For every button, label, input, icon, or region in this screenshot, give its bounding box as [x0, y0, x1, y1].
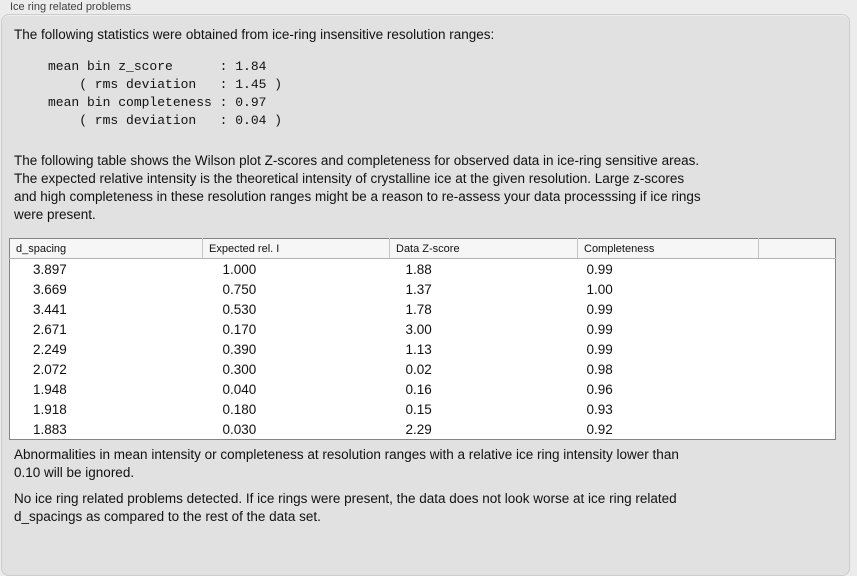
table-row[interactable]: 1.883 0.030 2.29 0.92	[10, 419, 836, 440]
table-cell	[759, 279, 836, 299]
table-cell: 3.00	[405, 321, 432, 337]
table-cell	[759, 399, 836, 419]
table-cell	[759, 339, 836, 359]
ice-ring-panel: The following statistics were obtained f…	[1, 14, 850, 576]
table-cell: 3.669	[33, 281, 67, 297]
table-cell: 1.918	[33, 401, 67, 417]
table-cell: 0.99	[586, 341, 613, 357]
table-cell	[759, 319, 836, 339]
table-row[interactable]: 2.249 0.390 1.13 0.99	[10, 339, 836, 359]
table-cell: 0.030	[222, 421, 257, 437]
table-cell: 1.13	[405, 341, 432, 357]
column-header[interactable]: Data Z-score	[389, 238, 578, 259]
column-header[interactable]: Completeness	[577, 238, 759, 259]
table-cell: 0.99	[586, 301, 613, 317]
table-cell: 0.180	[222, 401, 257, 417]
column-header[interactable]: d_spacing	[9, 238, 203, 259]
table-cell: 0.390	[222, 341, 257, 357]
column-header[interactable]	[758, 238, 836, 259]
table-row[interactable]: 3.669 0.750 1.37 1.00	[10, 279, 836, 299]
table-cell	[759, 259, 836, 280]
table-row[interactable]: 1.948 0.040 0.16 0.96	[10, 379, 836, 399]
table-cell: 0.96	[586, 381, 613, 397]
column-header[interactable]: Expected rel. I	[202, 238, 390, 259]
table-cell: 0.98	[586, 361, 613, 377]
panel-title: Ice ring related problems	[10, 1, 132, 13]
stats-block: mean bin z_score : 1.84 ( rms deviation …	[48, 59, 283, 128]
table-cell: 2.29	[405, 421, 432, 437]
table-cell: 1.37	[405, 281, 432, 297]
table-cell: 2.072	[33, 361, 67, 377]
table-cell: 0.93	[586, 401, 613, 417]
table-cell: 0.99	[586, 261, 613, 277]
table-cell	[759, 379, 836, 399]
table-row[interactable]: 2.072 0.300 0.02 0.98	[10, 359, 836, 379]
table-row[interactable]: 3.441 0.530 1.78 0.99	[10, 299, 836, 319]
table-cell: 0.170	[222, 321, 257, 337]
note-text: Abnormalities in mean intensity or compl…	[14, 447, 679, 480]
table-cell: 0.15	[405, 401, 432, 417]
table-cell: 0.92	[586, 421, 613, 437]
table-cell: 0.040	[222, 381, 257, 397]
table-row[interactable]: 1.918 0.180 0.15 0.93	[10, 399, 836, 419]
table-cell: 1.88	[405, 261, 432, 277]
table-cell: 0.750	[222, 281, 257, 297]
table-cell	[759, 359, 836, 379]
table-cell	[759, 299, 836, 319]
table-body: 3.897 1.000 1.88 0.99 3.669 0.750 1.37 1.00 3.44…	[10, 259, 836, 440]
table-row[interactable]: 3.897 1.000 1.88 0.99	[10, 259, 836, 280]
table-cell: 3.897	[33, 261, 67, 277]
table-cell	[759, 419, 836, 440]
table-cell: 1.000	[222, 261, 257, 277]
table-row[interactable]: 2.671 0.170 3.00 0.99	[10, 319, 836, 339]
table-cell: 1.78	[405, 301, 432, 317]
table-cell: 2.671	[33, 321, 67, 337]
table-cell: 0.99	[586, 321, 613, 337]
table-header-row: d_spacing Expected rel. I Data Z-score Comp…	[9, 238, 836, 259]
table-cell: 1.948	[33, 381, 67, 397]
table-cell: 3.441	[33, 301, 67, 317]
intro-text: The following statistics were obtained f…	[14, 27, 495, 42]
table-cell: 0.02	[405, 361, 432, 377]
table-cell: 0.300	[222, 361, 257, 377]
table-cell: 0.16	[405, 381, 432, 397]
ice-ring-table: d_spacing Expected rel. I Data Z-score Comp…	[9, 238, 836, 440]
table-cell: 1.883	[33, 421, 67, 437]
table-cell: 1.00	[586, 281, 613, 297]
table-header: d_spacing Expected rel. I Data Z-score Comp…	[9, 238, 836, 259]
table-description: The following table shows the Wilson plo…	[14, 153, 701, 222]
table-cell: 2.249	[33, 341, 67, 357]
table-cell: 0.530	[222, 301, 257, 317]
conclusion-text: No ice ring related problems detected. I…	[14, 491, 677, 524]
